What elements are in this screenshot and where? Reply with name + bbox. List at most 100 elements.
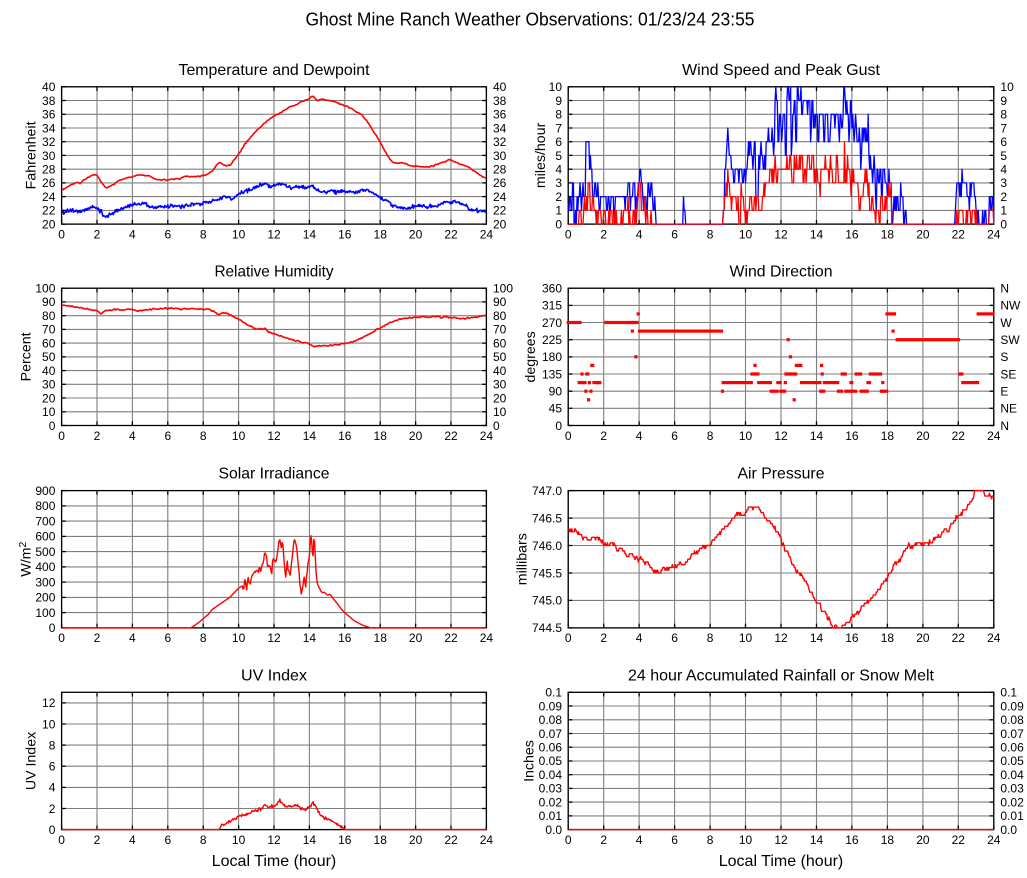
svg-text:70: 70 bbox=[493, 323, 507, 337]
svg-text:8: 8 bbox=[707, 631, 714, 645]
svg-text:10: 10 bbox=[739, 833, 753, 847]
svg-text:Local Time (hour): Local Time (hour) bbox=[719, 853, 844, 870]
svg-text:20: 20 bbox=[916, 833, 930, 847]
svg-text:746.0: 746.0 bbox=[532, 539, 562, 553]
svg-text:135: 135 bbox=[542, 367, 562, 381]
svg-text:26: 26 bbox=[42, 176, 56, 190]
svg-text:315: 315 bbox=[542, 299, 562, 313]
svg-text:6: 6 bbox=[671, 429, 678, 443]
svg-text:22: 22 bbox=[444, 631, 458, 645]
svg-text:Wind Direction: Wind Direction bbox=[730, 263, 833, 280]
svg-text:8: 8 bbox=[49, 738, 56, 752]
svg-text:0: 0 bbox=[58, 429, 65, 443]
svg-text:0.02: 0.02 bbox=[539, 795, 563, 809]
svg-text:36: 36 bbox=[42, 108, 56, 122]
svg-text:60: 60 bbox=[42, 336, 56, 350]
svg-text:millibars: millibars bbox=[514, 533, 530, 585]
svg-text:100: 100 bbox=[35, 606, 55, 620]
svg-text:90: 90 bbox=[493, 295, 507, 309]
svg-text:270: 270 bbox=[542, 316, 562, 330]
svg-text:2: 2 bbox=[600, 833, 607, 847]
svg-text:32: 32 bbox=[493, 135, 507, 149]
svg-text:600: 600 bbox=[35, 530, 55, 544]
svg-text:14: 14 bbox=[810, 429, 824, 443]
svg-text:12: 12 bbox=[267, 631, 281, 645]
svg-text:8: 8 bbox=[555, 108, 562, 122]
svg-text:20: 20 bbox=[42, 391, 56, 405]
svg-text:3: 3 bbox=[1000, 176, 1007, 190]
svg-text:22: 22 bbox=[952, 833, 966, 847]
svg-text:18: 18 bbox=[374, 833, 388, 847]
svg-text:0: 0 bbox=[58, 631, 65, 645]
svg-text:745.0: 745.0 bbox=[532, 594, 562, 608]
svg-text:10: 10 bbox=[232, 833, 246, 847]
svg-text:4: 4 bbox=[636, 429, 643, 443]
svg-text:2: 2 bbox=[49, 802, 56, 816]
svg-text:40: 40 bbox=[42, 80, 56, 94]
svg-text:22: 22 bbox=[444, 429, 458, 443]
svg-text:0: 0 bbox=[49, 419, 56, 433]
svg-text:miles/hour: miles/hour bbox=[533, 122, 549, 188]
svg-text:3: 3 bbox=[555, 176, 562, 190]
svg-text:0.1: 0.1 bbox=[1000, 686, 1017, 700]
svg-text:100: 100 bbox=[493, 282, 513, 296]
svg-text:24: 24 bbox=[480, 227, 494, 241]
svg-text:0.05: 0.05 bbox=[539, 754, 563, 768]
svg-text:50: 50 bbox=[493, 350, 507, 364]
svg-text:34: 34 bbox=[493, 121, 507, 135]
svg-text:12: 12 bbox=[267, 429, 281, 443]
svg-text:26: 26 bbox=[493, 176, 507, 190]
svg-text:10: 10 bbox=[493, 405, 507, 419]
svg-text:E: E bbox=[1000, 385, 1008, 399]
svg-text:18: 18 bbox=[881, 631, 895, 645]
svg-text:360: 360 bbox=[542, 282, 562, 296]
svg-text:4: 4 bbox=[636, 227, 643, 241]
svg-text:8: 8 bbox=[1000, 108, 1007, 122]
svg-text:24 hour Accumulated Rainfall o: 24 hour Accumulated Rainfall or Snow Mel… bbox=[628, 667, 935, 684]
svg-text:18: 18 bbox=[374, 429, 388, 443]
svg-text:1: 1 bbox=[555, 204, 562, 218]
svg-text:6: 6 bbox=[671, 833, 678, 847]
svg-text:0.08: 0.08 bbox=[1000, 713, 1024, 727]
svg-text:36: 36 bbox=[493, 108, 507, 122]
svg-text:0: 0 bbox=[565, 227, 572, 241]
svg-text:4: 4 bbox=[1000, 163, 1007, 177]
svg-text:900: 900 bbox=[35, 484, 55, 498]
svg-text:0: 0 bbox=[49, 621, 56, 635]
svg-text:SW: SW bbox=[1000, 333, 1020, 347]
svg-text:0: 0 bbox=[49, 823, 56, 837]
svg-text:10: 10 bbox=[549, 80, 563, 94]
svg-text:6: 6 bbox=[164, 227, 171, 241]
svg-text:24: 24 bbox=[480, 833, 494, 847]
svg-text:6: 6 bbox=[671, 227, 678, 241]
svg-text:12: 12 bbox=[42, 696, 56, 710]
svg-text:0.0: 0.0 bbox=[1000, 823, 1017, 837]
svg-text:SE: SE bbox=[1000, 367, 1016, 381]
svg-text:UV Index: UV Index bbox=[241, 667, 307, 684]
svg-text:2: 2 bbox=[555, 190, 562, 204]
svg-text:0.0: 0.0 bbox=[545, 823, 562, 837]
svg-text:16: 16 bbox=[845, 429, 859, 443]
svg-text:10: 10 bbox=[739, 227, 753, 241]
svg-text:18: 18 bbox=[374, 631, 388, 645]
svg-text:10: 10 bbox=[1000, 80, 1014, 94]
svg-text:20: 20 bbox=[42, 217, 56, 231]
svg-text:20: 20 bbox=[493, 217, 507, 231]
svg-text:Inches: Inches bbox=[522, 740, 538, 782]
svg-text:90: 90 bbox=[549, 385, 563, 399]
svg-text:10: 10 bbox=[232, 631, 246, 645]
svg-text:28: 28 bbox=[42, 163, 56, 177]
svg-text:16: 16 bbox=[338, 429, 352, 443]
svg-text:20: 20 bbox=[409, 631, 423, 645]
svg-text:0.01: 0.01 bbox=[1000, 809, 1024, 823]
svg-text:0.04: 0.04 bbox=[1000, 768, 1024, 782]
svg-text:6: 6 bbox=[164, 833, 171, 847]
svg-text:8: 8 bbox=[200, 227, 207, 241]
svg-text:4: 4 bbox=[636, 631, 643, 645]
svg-text:0.05: 0.05 bbox=[1000, 754, 1024, 768]
svg-text:0.01: 0.01 bbox=[539, 809, 563, 823]
svg-text:8: 8 bbox=[200, 833, 207, 847]
svg-text:Relative Humidity: Relative Humidity bbox=[215, 263, 334, 280]
svg-text:Solar Irradiance: Solar Irradiance bbox=[219, 466, 330, 483]
svg-text:0: 0 bbox=[555, 419, 562, 433]
